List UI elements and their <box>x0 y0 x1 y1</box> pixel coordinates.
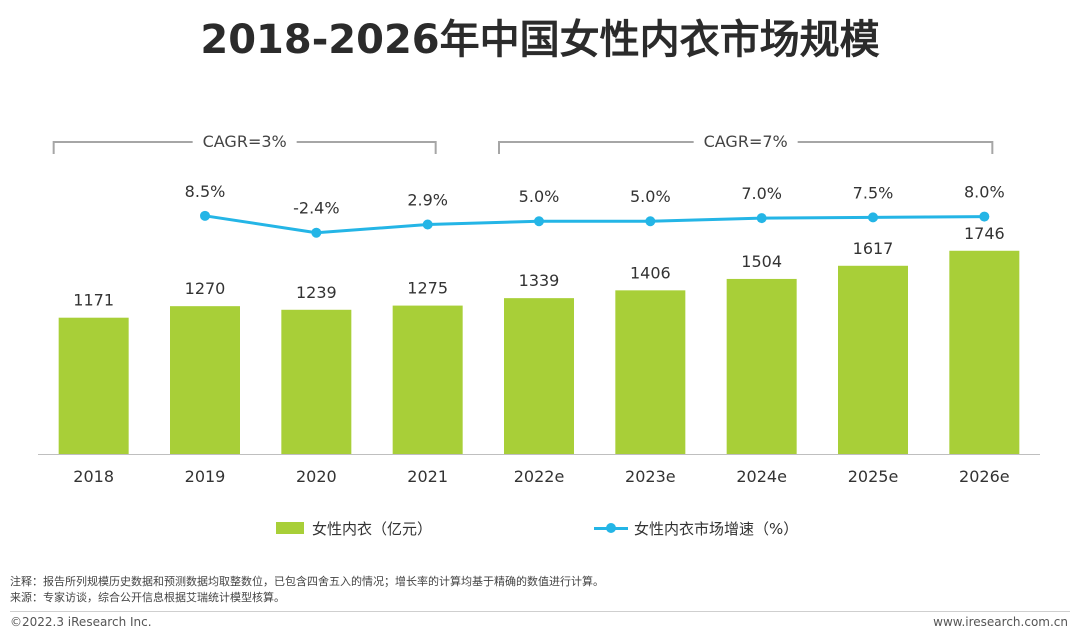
cagr-bracket-right <box>797 141 994 154</box>
chart-legend: 女性内衣（亿元） 女性内衣市场增速（%） <box>0 515 1080 541</box>
bar-value-label: 1275 <box>407 279 448 298</box>
x-tick-label: 2025e <box>848 467 899 486</box>
legend-bar-swatch <box>276 522 304 534</box>
bar <box>281 309 352 454</box>
bar-value-label: 1504 <box>741 252 782 271</box>
growth-value-label: 7.5% <box>853 183 894 202</box>
bar-value-label: 1270 <box>185 279 226 298</box>
growth-value-label: 5.0% <box>519 187 560 206</box>
legend-bar-label: 女性内衣（亿元） <box>312 519 433 538</box>
x-tick-label: 2024e <box>736 467 787 486</box>
growth-point <box>979 211 990 222</box>
growth-value-label: -2.4% <box>293 199 339 218</box>
bar-value-label: 1339 <box>519 271 560 290</box>
growth-point <box>311 227 322 238</box>
bar <box>615 290 686 454</box>
bar-value-label: 1171 <box>73 291 114 310</box>
legend-line-label: 女性内衣市场增速（%） <box>634 519 799 538</box>
cagr-label: CAGR=7% <box>704 132 788 151</box>
footer-copyright: ©2022.3 iResearch Inc. <box>10 615 152 629</box>
cagr-label: CAGR=3% <box>203 132 287 151</box>
bar <box>58 317 129 454</box>
bar-value-label: 1746 <box>964 224 1005 243</box>
growth-point <box>534 216 544 227</box>
bar <box>504 298 574 454</box>
growth-point <box>756 213 767 224</box>
cagr-bracket-right <box>296 141 437 154</box>
bar <box>170 306 240 454</box>
chart-title: 2018-2026年中国女性内衣市场规模 <box>200 17 880 63</box>
legend-item-line: 女性内衣市场增速（%） <box>594 515 798 541</box>
bar-value-label: 1239 <box>296 283 337 302</box>
growth-point <box>868 212 878 223</box>
note-text: 注释：报告所列规模历史数据和预测数据均取整数位，已包含四舍五入的情况；增长率的计… <box>10 575 604 588</box>
bar <box>392 305 463 454</box>
growth-point <box>422 219 433 230</box>
growth-value-label: 2.9% <box>407 191 448 210</box>
bar <box>838 265 908 454</box>
bar <box>726 278 797 454</box>
x-tick-label: 2022e <box>514 467 565 486</box>
bar-value-label: 1406 <box>630 263 671 282</box>
source-text: 来源：专家访谈，综合公开信息根据艾瑞统计模型核算。 <box>10 591 285 604</box>
bar-value-label: 1617 <box>853 239 894 258</box>
x-tick-label: 2019 <box>185 467 226 486</box>
x-tick-label: 2020 <box>296 467 337 486</box>
footer-website[interactable]: www.iresearch.com.cn <box>933 615 1068 629</box>
footer-divider <box>10 611 1070 612</box>
x-tick-label: 2026e <box>959 467 1010 486</box>
growth-line <box>204 214 985 235</box>
chart-canvas: 1171 2018 1270 2019 1239 2020 1275 2021 1339 2022… <box>38 132 1040 486</box>
cagr-bracket-left <box>52 141 193 154</box>
x-tick-label: 2023e <box>625 467 676 486</box>
legend-line-swatch <box>594 522 628 534</box>
bar <box>949 250 1020 454</box>
legend-item-bar: 女性内衣（亿元） <box>276 515 432 541</box>
growth-value-label: 8.0% <box>964 183 1005 202</box>
chart-notes: 注释：报告所列规模历史数据和预测数据均取整数位，已包含四舍五入的情况；增长率的计… <box>10 574 604 606</box>
x-tick-label: 2021 <box>407 467 448 486</box>
growth-value-label: 7.0% <box>741 184 782 203</box>
cagr-bracket-left <box>498 141 694 154</box>
growth-value-label: 8.5% <box>185 182 226 201</box>
growth-value-label: 5.0% <box>630 187 671 206</box>
growth-point <box>200 210 210 221</box>
growth-point <box>645 216 656 227</box>
x-tick-label: 2018 <box>73 467 114 486</box>
